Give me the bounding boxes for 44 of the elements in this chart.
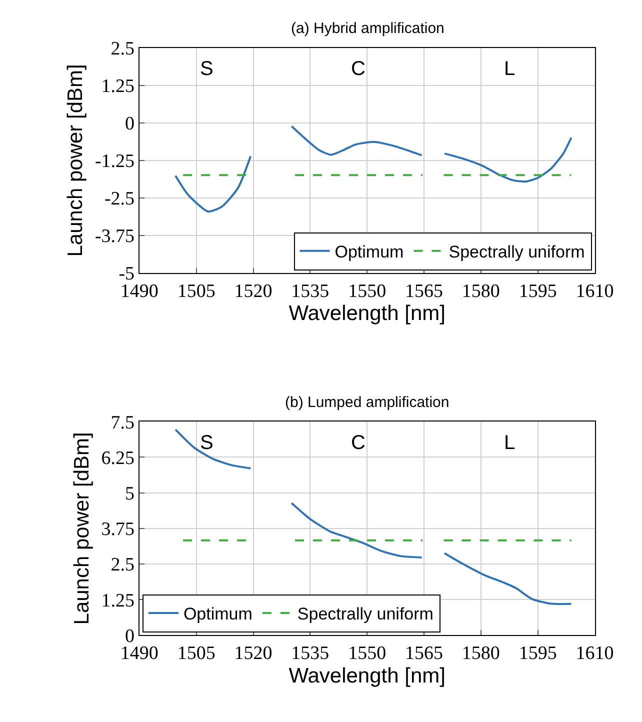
y-tick-label: 1.25 [101,590,135,612]
annotation: C [351,58,366,80]
x-tick-label: 1580 [462,643,500,664]
y-axis-title: Launch power [dBm] [70,432,94,625]
annotation: S [200,58,214,80]
chart-title: (a) Hybrid amplification [291,20,444,37]
x-tick-label: 1550 [348,643,386,664]
x-tick-label: 1520 [234,280,272,302]
x-tick-label: 1550 [348,280,386,302]
annotation: S [200,432,214,454]
x-tick-label: 1610 [576,643,614,664]
y-tick-label: 7.5 [110,412,135,434]
x-tick-label: 1565 [405,280,444,302]
x-tick-label: 1580 [462,280,500,302]
y-tick-label: -2.5 [104,188,135,210]
y-axis-title: Launch power [dBm] [64,64,88,257]
x-tick-label: 1610 [576,280,614,302]
legend-label: Spectrally uniform [297,604,434,624]
legend-label: Optimum [334,242,404,262]
y-tick-label: 6.25 [101,448,135,469]
y-tick-label: 3.75 [101,519,135,540]
y-tick-label: 1.25 [101,76,135,98]
chart-title: (b) Lumped amplification [285,394,450,411]
legend-label: Spectrally uniform [448,242,585,262]
x-tick-label: 1505 [177,643,216,664]
x-tick-label: 1535 [291,643,330,664]
x-tick-label: 1535 [291,280,330,302]
y-tick-label: -3.75 [94,226,135,248]
y-tick-label: 2.5 [110,38,135,60]
x-axis-title: Wavelength [nm] [288,302,446,326]
x-tick-label: 1595 [518,280,557,302]
x-tick-label: 1595 [518,643,557,664]
annotation: C [351,432,366,454]
y-tick-label: 5 [125,483,135,504]
x-axis-title: Wavelength [nm] [288,664,446,688]
y-tick-label: 2.5 [110,554,135,576]
annotation: L [504,58,516,80]
annotation: L [504,432,516,454]
y-tick-label: -1.25 [94,151,135,172]
x-tick-label: 1520 [234,643,272,664]
legend-label: Optimum [183,604,252,624]
y-tick-label: 0 [125,114,135,135]
x-tick-label: 1505 [177,280,216,302]
x-tick-label: 1565 [405,643,444,664]
